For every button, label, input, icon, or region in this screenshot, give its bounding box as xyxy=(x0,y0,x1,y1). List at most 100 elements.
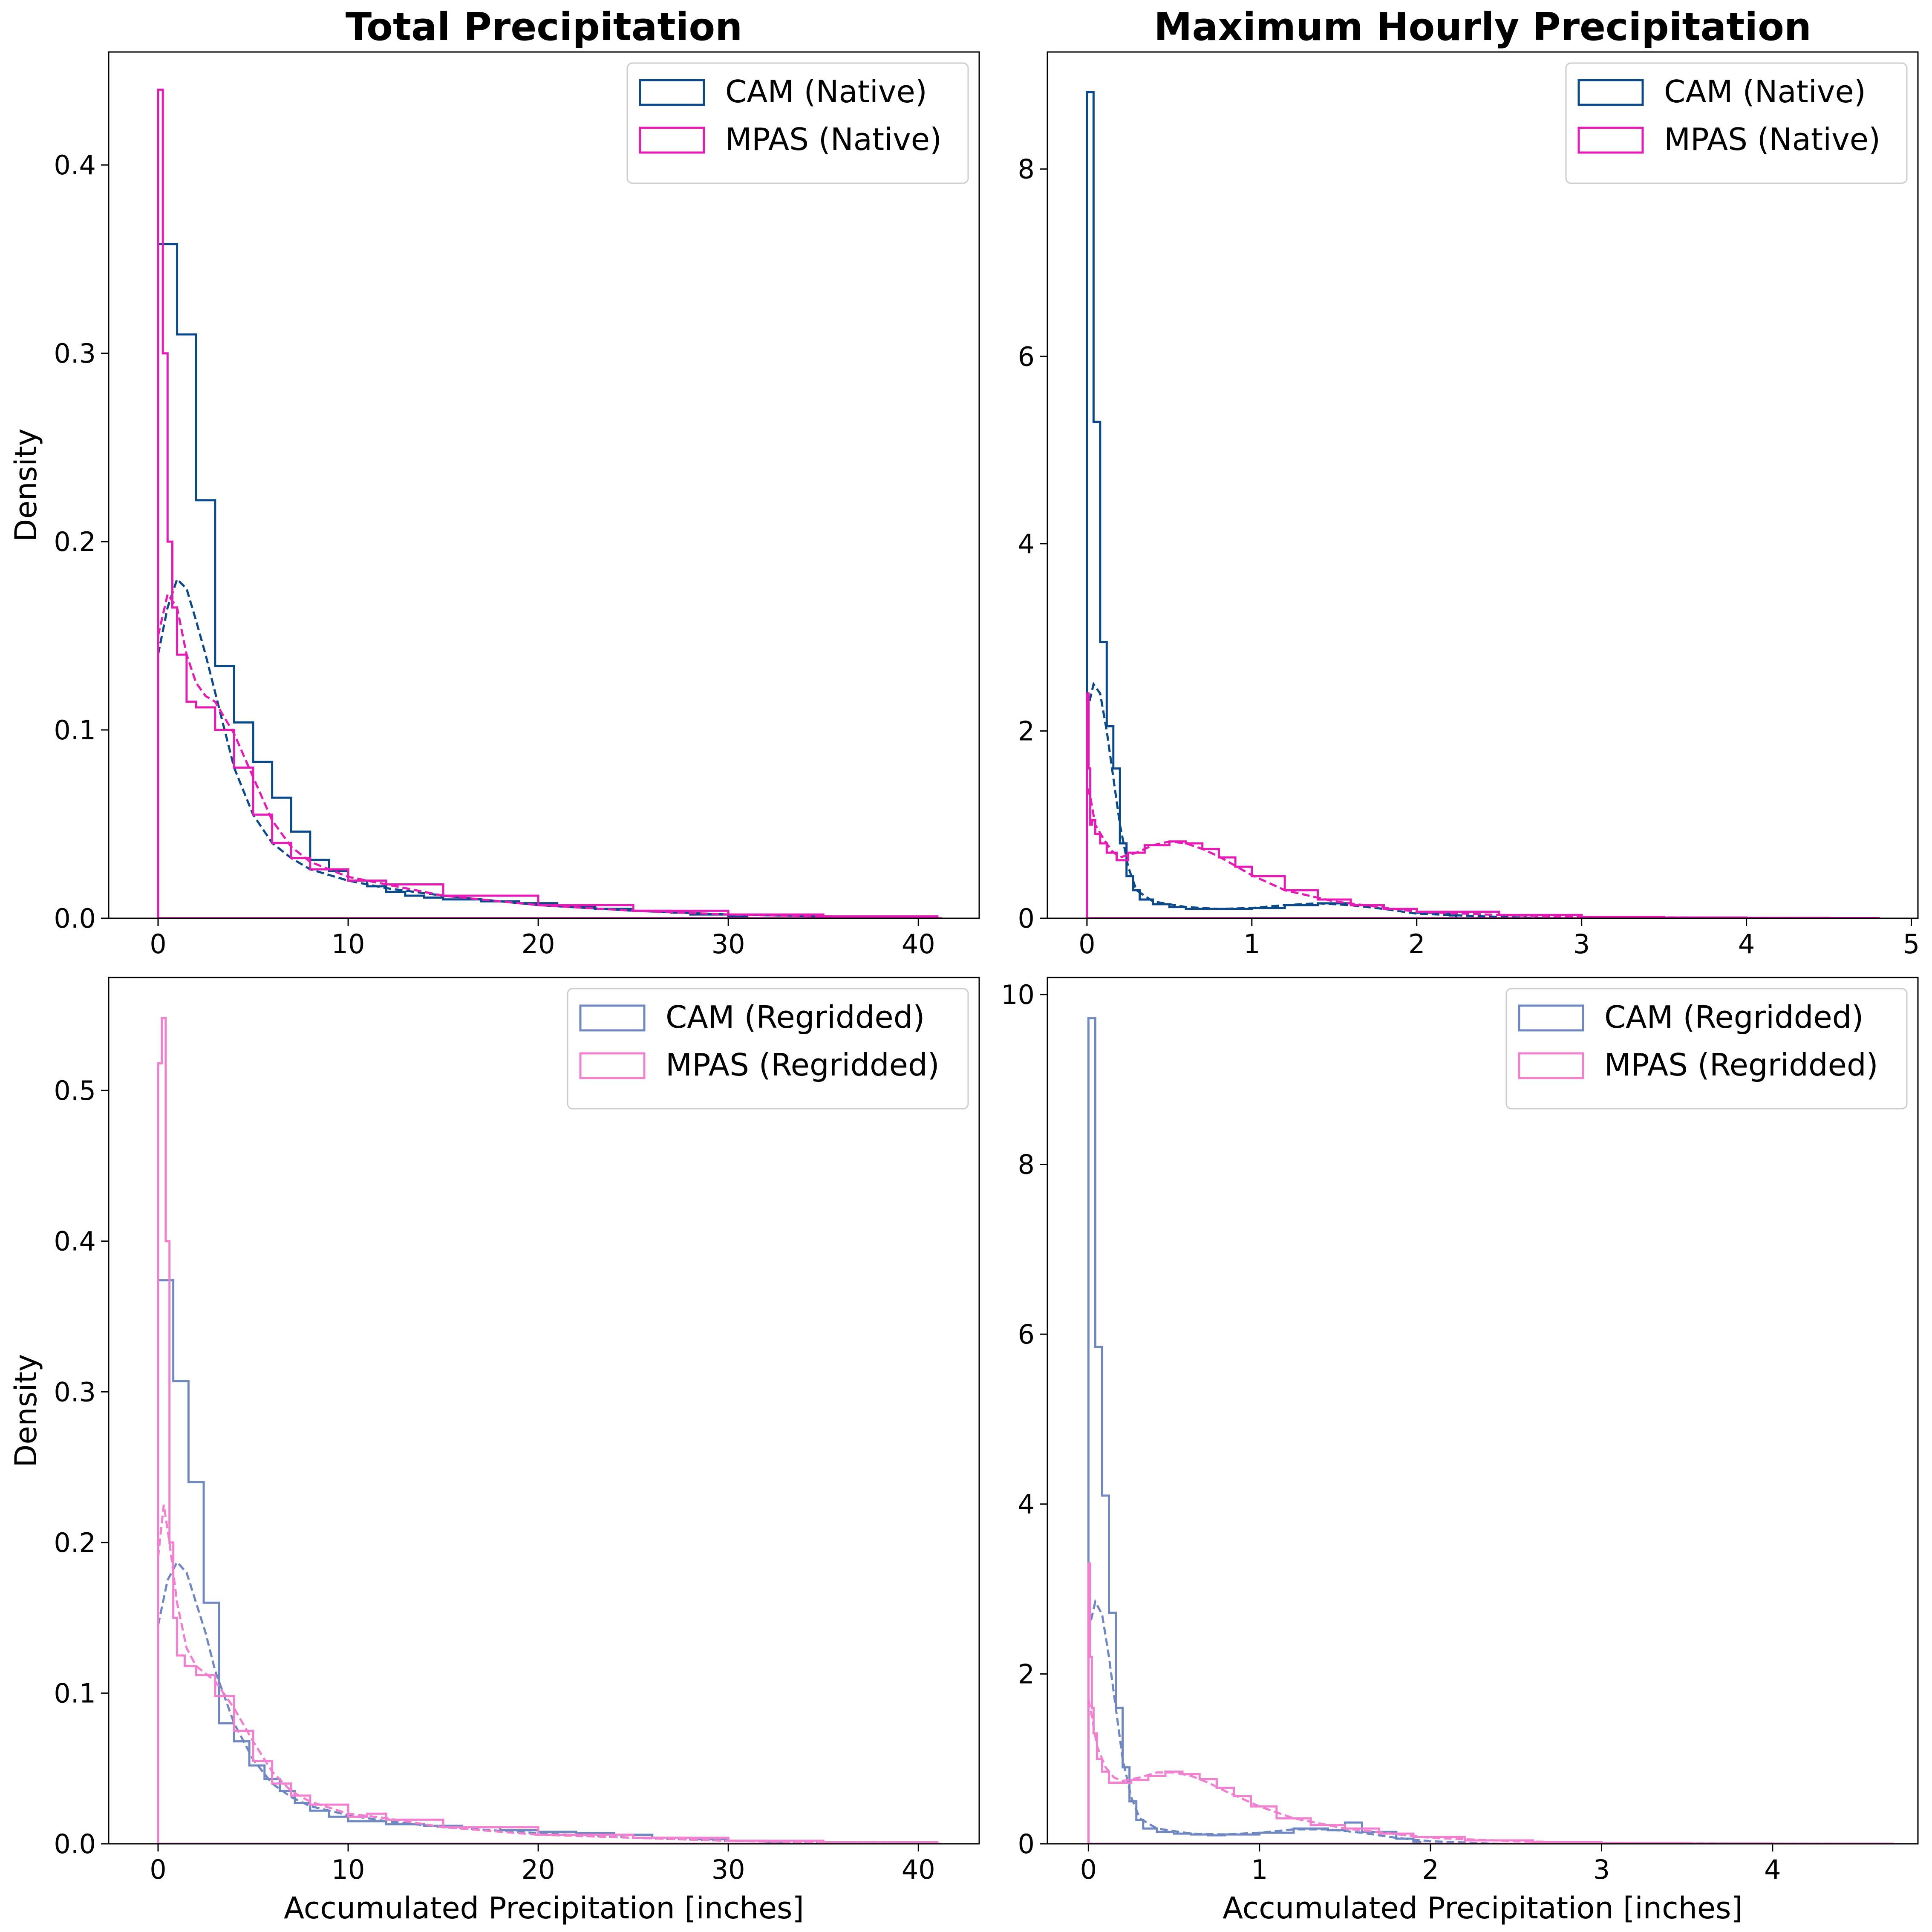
legend-swatch xyxy=(639,79,705,106)
y-tick-label: 0.4 xyxy=(54,1226,96,1257)
legend-label: CAM (Regridded) xyxy=(1604,999,1864,1035)
x-axis-label: Accumulated Precipitation [inches] xyxy=(1223,1891,1743,1926)
y-tick-label: 2 xyxy=(1018,715,1035,747)
y-tick-label: 0.1 xyxy=(54,715,96,746)
kde-line xyxy=(1086,681,1549,918)
histogram-step xyxy=(157,243,749,918)
y-tick-label: 10 xyxy=(1001,979,1035,1010)
legend-swatch xyxy=(1577,127,1644,154)
series-CAM (Native) xyxy=(157,243,937,918)
histogram-step xyxy=(1086,91,1458,918)
panel-top-left: 0 10 20 30 40 0.0 0.1 0.2 0.3 0.4 Total Precipitat… xyxy=(9,5,980,960)
legend-swatch xyxy=(579,1052,646,1079)
y-tick-label: 0.0 xyxy=(54,1828,96,1860)
series-MPAS (Native) xyxy=(1086,692,1880,918)
x-tick-label: 40 xyxy=(902,1854,935,1885)
x-tick-label: 0 xyxy=(1078,929,1095,960)
legend-label: MPAS (Regridded) xyxy=(1604,1047,1878,1083)
legend: CAM (Native) MPAS (Native) xyxy=(1565,62,1908,184)
panel-title: Total Precipitation xyxy=(346,5,743,49)
legend: CAM (Regridded) MPAS (Regridded) xyxy=(1505,988,1908,1110)
legend-swatch xyxy=(1518,1004,1584,1032)
panel-bottom-right: 0 1 2 3 4 0 2 4 6 8 10 Accumulated Precipitation [i… xyxy=(1001,977,1919,1926)
plot-area xyxy=(1087,1017,1894,1844)
axes-frame xyxy=(108,51,980,919)
legend-box xyxy=(567,988,969,1110)
x-tick-label: 10 xyxy=(332,1854,365,1885)
x-tick-label: 10 xyxy=(332,929,365,960)
histogram-step xyxy=(1087,1562,1894,1844)
plot-area xyxy=(1086,91,1880,918)
legend-swatch xyxy=(1577,79,1644,106)
panel-title: Maximum Hourly Precipitation xyxy=(1154,5,1811,49)
axes-frame xyxy=(1047,51,1919,919)
y-tick-label: 0.5 xyxy=(54,1075,96,1106)
legend-swatch xyxy=(1518,1052,1584,1079)
axes-frame xyxy=(1047,977,1919,1845)
kde-line xyxy=(1086,787,1879,918)
x-tick-label: 2 xyxy=(1408,929,1425,960)
x-tick-label: 0 xyxy=(150,929,166,960)
y-tick-label: 8 xyxy=(1018,154,1035,185)
legend: CAM (Regridded) MPAS (Regridded) xyxy=(567,988,969,1110)
panel-top-right: 0 1 2 3 4 5 0 2 4 6 8 Maximum Hourly Precipitation C… xyxy=(1018,5,1920,960)
x-tick-label: 2 xyxy=(1422,1854,1439,1885)
y-tick-label: 0.3 xyxy=(54,338,96,369)
y-tick-label: 6 xyxy=(1018,341,1035,372)
histogram-step xyxy=(157,1017,941,1844)
y-tick-label: 6 xyxy=(1018,1319,1035,1350)
histogram-step xyxy=(1087,1017,1422,1844)
y-tick-label: 0.2 xyxy=(54,1527,96,1558)
x-tick-label: 20 xyxy=(522,1854,555,1885)
legend-box xyxy=(1565,62,1908,184)
x-tick-label: 1 xyxy=(1243,929,1260,960)
series-MPAS (Native) xyxy=(157,88,943,918)
legend-box xyxy=(1505,988,1908,1110)
y-tick-label: 0.0 xyxy=(54,903,96,934)
x-tick-label: 5 xyxy=(1903,929,1920,960)
y-tick-label: 4 xyxy=(1018,1489,1035,1520)
y-axis-label: Density xyxy=(9,1354,43,1467)
series-CAM (Native) xyxy=(1086,91,1549,918)
legend-swatch xyxy=(579,1004,646,1032)
legend-swatch xyxy=(639,127,705,154)
legend: CAM (Native) MPAS (Native) xyxy=(626,62,969,184)
legend-label: CAM (Native) xyxy=(725,74,927,110)
series-MPAS (Regridded) xyxy=(1087,1562,1894,1844)
x-tick-label: 1 xyxy=(1251,1854,1268,1885)
legend-label: MPAS (Native) xyxy=(725,121,942,157)
kde-line xyxy=(157,1505,937,1844)
axes-frame xyxy=(108,977,980,1845)
y-tick-label: 8 xyxy=(1018,1149,1035,1180)
x-tick-label: 0 xyxy=(1080,1854,1097,1885)
legend-label: MPAS (Regridded) xyxy=(666,1047,940,1083)
x-tick-label: 30 xyxy=(712,929,745,960)
y-tick-label: 2 xyxy=(1018,1658,1035,1690)
y-tick-label: 4 xyxy=(1018,528,1035,559)
y-tick-label: 0.4 xyxy=(54,150,96,181)
legend-label: CAM (Native) xyxy=(1664,74,1866,110)
x-tick-label: 40 xyxy=(902,929,935,960)
kde-line xyxy=(1087,1598,1499,1844)
legend-box xyxy=(626,62,969,184)
y-axis-label: Density xyxy=(9,428,43,542)
plot-area xyxy=(157,88,943,918)
x-tick-label: 20 xyxy=(522,929,555,960)
x-tick-label: 4 xyxy=(1764,1854,1781,1885)
legend-label: CAM (Regridded) xyxy=(666,999,925,1035)
histogram-step xyxy=(157,88,943,918)
kde-line xyxy=(157,591,937,918)
x-tick-label: 3 xyxy=(1573,929,1590,960)
kde-line xyxy=(1087,1699,1892,1844)
series-CAM (Regridded) xyxy=(1087,1017,1499,1844)
x-tick-label: 0 xyxy=(150,1854,166,1885)
kde-line xyxy=(157,577,937,918)
panel-bottom-left: 0 10 20 30 40 0.0 0.1 0.2 0.3 0.4 0.5 Accumulated P… xyxy=(9,977,980,1926)
x-tick-label: 30 xyxy=(712,1854,745,1885)
legend-label: MPAS (Native) xyxy=(1664,121,1880,157)
y-tick-label: 0.1 xyxy=(54,1678,96,1709)
x-axis-label: Accumulated Precipitation [inches] xyxy=(284,1891,804,1926)
y-tick-label: 0 xyxy=(1018,1828,1035,1860)
histogram-step xyxy=(1086,692,1880,918)
